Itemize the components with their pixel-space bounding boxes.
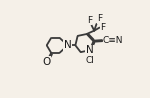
Text: C≡N: C≡N — [103, 36, 123, 45]
Text: O: O — [43, 57, 51, 67]
Text: F: F — [100, 23, 106, 32]
Text: Cl: Cl — [85, 56, 94, 65]
Text: F: F — [87, 16, 92, 25]
Text: N: N — [86, 45, 94, 55]
Text: F: F — [97, 15, 102, 23]
Text: N: N — [64, 40, 72, 50]
